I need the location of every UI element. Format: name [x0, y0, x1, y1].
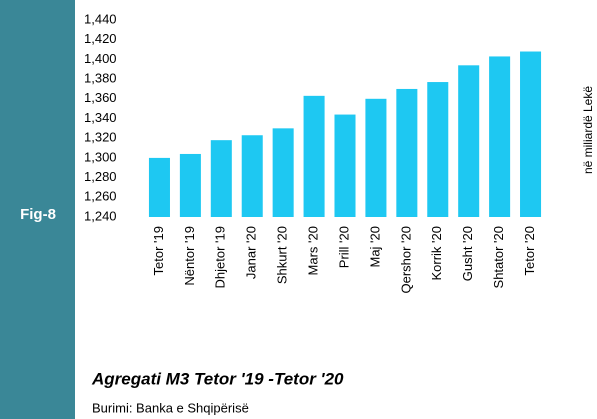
bar — [210, 140, 232, 217]
bar — [303, 95, 325, 217]
bar — [148, 157, 170, 217]
x-tick-label: Dhjetor '19 — [213, 226, 228, 288]
x-tick-label: Korrik '20 — [429, 226, 444, 281]
bar — [396, 88, 418, 217]
x-tick-label: Nëntor '19 — [182, 226, 197, 286]
y-tick-label: 1,360 — [84, 90, 117, 105]
bar — [334, 114, 356, 217]
y-tick-label: 1,320 — [84, 130, 117, 145]
y-tick-label: 1,400 — [84, 51, 117, 66]
bar — [520, 51, 542, 217]
x-tick-label: Maj '20 — [367, 226, 382, 268]
bar — [272, 128, 294, 217]
bar — [427, 82, 449, 218]
y-tick-label: 1,300 — [84, 149, 117, 164]
sidebar — [0, 0, 75, 419]
y-tick-label: 1,380 — [84, 71, 117, 86]
y-tick-label: 1,420 — [84, 31, 117, 46]
y-tick-label: 1,260 — [84, 189, 117, 204]
bar — [458, 65, 480, 217]
y-tick-label: 1,280 — [84, 169, 117, 184]
y-tick-label: 1,240 — [84, 208, 117, 223]
x-tick-label: Qershor '20 — [398, 226, 413, 294]
chart-title: Agregati M3 Tetor '19 -Tetor '20 — [91, 369, 344, 388]
y-axis-label: në miliardë Lekë — [581, 86, 595, 174]
x-tick-label: Tetor '20 — [522, 226, 537, 275]
bar — [365, 98, 387, 217]
x-tick-label: Shtator '20 — [491, 226, 506, 288]
figure-label: Fig-8 — [20, 206, 56, 223]
bar — [179, 153, 201, 217]
bar — [241, 135, 263, 217]
x-tick-label: Mars '20 — [306, 226, 321, 275]
y-tick-label: 1,440 — [84, 11, 117, 26]
x-tick-label: Tetor '19 — [151, 226, 166, 275]
x-tick-label: Gusht '20 — [460, 226, 475, 281]
bar — [489, 56, 511, 217]
source: Burimi: Banka e Shqipërisë — [92, 400, 249, 415]
x-tick-label: Prill '20 — [336, 226, 351, 268]
x-tick-label: Shkurt '20 — [275, 226, 290, 284]
x-tick-label: Janar '20 — [244, 226, 259, 279]
y-tick-label: 1,340 — [84, 110, 117, 125]
